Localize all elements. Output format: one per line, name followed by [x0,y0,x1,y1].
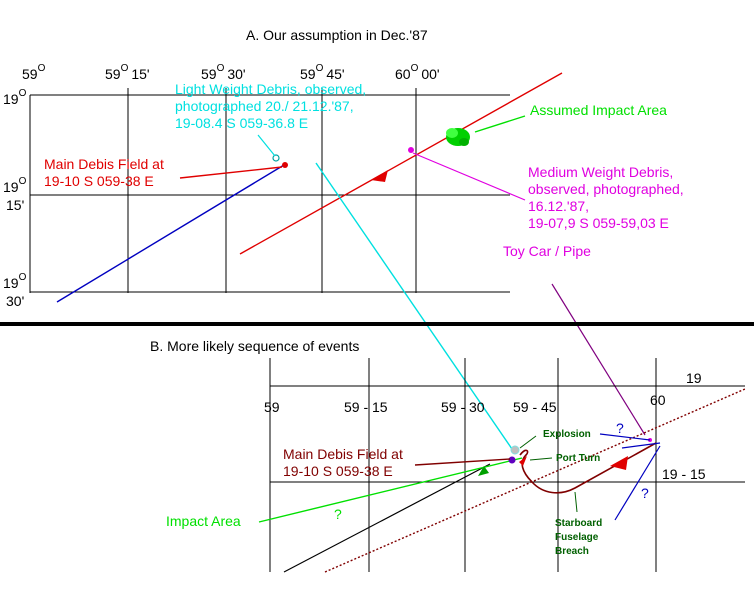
red-direction-arrow-b [610,456,628,470]
explosion-marker [510,445,520,455]
lon-label-59: 59O [22,63,46,82]
medium-debris-pointer [412,152,526,201]
main-field-dot-b [508,456,516,464]
lon-label-59-15: 59O 15' [105,63,150,82]
assumed-impact-label: Assumed Impact Area [530,102,667,118]
panel-a-grid [29,88,510,293]
lon-label-59-45: 59O 45' [300,63,345,82]
main-field-dot-a [282,162,288,168]
question-mark-explosion: ? [616,420,624,436]
panel-b-title: B. More likely sequence of events [150,338,359,354]
blue-track-line [56,164,285,303]
lat-b-19: 19 [686,370,702,386]
lat-label-19: 19O [3,88,27,107]
blue-query-line-2 [621,442,661,449]
medium-debris-label: Medium Weight Debris, observed, photogra… [528,164,688,231]
main-field-pointer-a [179,166,283,179]
port-turn-label: Port Turn [556,453,600,464]
blue-query-line-1 [599,433,651,441]
impact-question-mark: ? [334,506,342,522]
impact-area-pointer [258,457,523,523]
port-turn-arrow [519,456,527,466]
toy-car-label: Toy Car / Pipe [503,243,591,259]
panel-separator [0,322,754,326]
lon-b-59: 59 [264,399,280,415]
panel-b-grid [269,358,745,572]
main-field-label-b: Main Debis Field at 19-10 S 059-38 E [283,446,407,479]
lat-b-19-15: 19 - 15 [662,466,706,482]
starboard-label: Starboard Fuselage Breach [555,518,605,557]
panel-b-latitude-labels: 19 19 - 15 [662,370,706,482]
panel-b-longitude-labels: 59 59 - 15 59 - 30 59 - 45 60 [264,392,666,415]
lat-label-19-30: 19O [3,272,27,291]
main-field-label-a: Main Debis Field at 19-10 S 059-38 E [44,156,168,189]
blue-query-line-3 [614,445,661,521]
medium-debris-dot [408,147,414,153]
lon-label-59-30: 59O 30' [201,63,246,82]
panel-a-longitude-labels: 59O 59O 15' 59O 30' 59O 45' 60O 00' [22,63,440,82]
explosion-pointer [519,435,537,449]
lon-b-59-45: 59 - 45 [513,399,557,415]
explosion-label: Explosion [543,429,591,440]
lat-label-19-30-min: 30' [6,293,24,309]
panel-a-title: A. Our assumption in Dec.'87 [246,27,428,43]
port-turn-curve [519,442,657,494]
light-debris-label: Light Weight Debris, observed, photograp… [175,81,370,131]
dashed-flight-track [324,388,746,573]
assumed-impact-blob [446,128,470,146]
impact-area-label: Impact Area [166,513,241,529]
red-direction-arrow [371,170,388,182]
impact-direction-arrow [478,466,489,476]
lon-b-60: 60 [650,392,666,408]
assumed-impact-pointer [474,115,526,133]
lon-label-60-00: 60O 00' [395,63,440,82]
panel-a-latitude-labels: 19O 19O 15' 19O 30' [3,88,27,309]
light-debris-marker [272,154,280,162]
cyan-link-line [315,162,513,450]
question-mark-lower: ? [641,485,649,501]
lat-label-19-15-min: 15' [6,197,24,213]
main-field-pointer-b [414,458,511,466]
port-turn-pointer [529,457,553,461]
lat-label-19-15: 19O [3,176,27,195]
black-track-line [283,463,491,573]
light-debris-pointer [257,134,276,157]
starboard-pointer [574,491,578,513]
lon-b-59-30: 59 - 30 [441,399,485,415]
toy-car-pointer [551,283,646,436]
lon-b-59-15: 59 - 15 [344,399,388,415]
red-flight-track [239,72,563,255]
